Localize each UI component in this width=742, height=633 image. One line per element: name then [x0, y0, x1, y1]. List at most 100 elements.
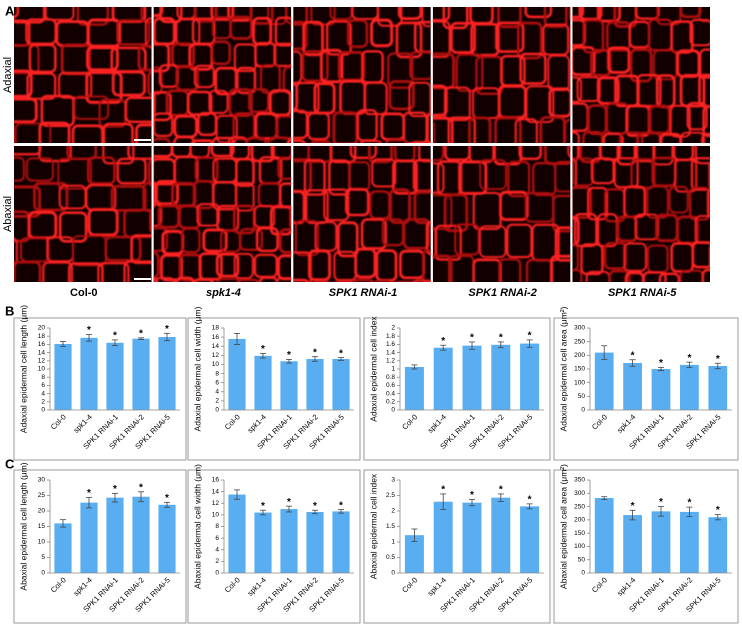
bar	[623, 515, 642, 573]
error-bar	[526, 503, 533, 510]
error-bar	[469, 341, 475, 350]
bar	[491, 497, 511, 573]
cell-wall	[543, 7, 568, 28]
y-tick-label: 8	[215, 370, 219, 377]
cell-wall	[723, 132, 742, 156]
cell-wall	[349, 146, 377, 159]
cell-wall	[499, 190, 529, 222]
bar	[280, 361, 298, 410]
cell-wall	[554, 160, 571, 193]
cell-wall	[680, 131, 705, 143]
significance-mark: *	[687, 498, 691, 509]
cell-wall	[603, 241, 628, 270]
cell-wall	[68, 262, 104, 282]
y-tick-label: 50	[578, 393, 586, 400]
y-tick-label: 10	[212, 361, 220, 368]
bar	[228, 494, 246, 573]
cell-wall	[572, 157, 578, 190]
cell-wall	[116, 157, 147, 185]
cell-wall	[409, 51, 431, 81]
error-bar	[260, 509, 266, 516]
error-bar	[234, 489, 240, 500]
cell-wall	[494, 116, 522, 143]
panel-label: C	[5, 456, 15, 471]
y-tick-label: 1.6	[386, 341, 395, 348]
significance-mark: *	[339, 348, 343, 359]
cell-wall	[371, 158, 397, 188]
significance-mark: *	[261, 501, 265, 512]
cell-wall	[14, 97, 38, 124]
significance-mark: *	[139, 482, 143, 493]
cell-wall	[426, 111, 431, 143]
cell-wall	[670, 20, 694, 54]
significance-mark: *	[165, 493, 169, 504]
y-tick-label: 18	[38, 333, 46, 340]
cell-wall	[104, 235, 142, 262]
bar	[680, 511, 699, 573]
cell-wall	[239, 227, 263, 251]
micrograph	[153, 146, 292, 282]
micrograph	[14, 146, 152, 282]
cell-wall	[153, 182, 156, 209]
bar	[54, 523, 72, 573]
cell-wall	[337, 221, 359, 258]
cell-wall	[374, 279, 393, 282]
y-tick-label: 250	[574, 503, 585, 510]
bar	[54, 343, 72, 410]
cell-wall	[421, 289, 443, 320]
cell-wall	[307, 112, 330, 141]
chart-frame	[187, 317, 361, 461]
error-bar	[60, 341, 66, 347]
cell-wall	[442, 7, 469, 30]
significance-mark: *	[631, 350, 635, 361]
cell-wall	[468, 116, 492, 143]
cell-wall	[572, 7, 585, 19]
micrograph	[14, 7, 152, 143]
cell-wall	[479, 159, 507, 191]
bar	[651, 369, 671, 410]
cell-wall	[255, 226, 279, 253]
cell-wall	[236, 278, 260, 282]
cell-wall	[33, 182, 69, 212]
y-tick-label: 4	[215, 546, 219, 553]
bar	[594, 498, 614, 573]
error-bar	[526, 339, 533, 348]
cell-wall	[293, 7, 309, 26]
y-tick-label: 0	[215, 407, 219, 414]
cell-wall	[438, 281, 458, 314]
error-bar	[286, 505, 292, 513]
cell-wall	[71, 124, 104, 143]
bar	[404, 535, 424, 573]
y-tick-label: 30	[38, 477, 46, 484]
cell-wall	[211, 40, 231, 66]
cell-wall	[319, 48, 344, 84]
cell-wall	[142, 181, 152, 213]
cell-wall	[432, 162, 445, 194]
cell-wall	[721, 107, 741, 138]
cell-wall	[498, 258, 522, 282]
genotype-label: Col-0	[70, 287, 98, 299]
cell-wall	[596, 76, 620, 105]
cell-wall	[724, 271, 742, 297]
y-tick-label: 200	[574, 517, 585, 524]
cell-wall	[25, 157, 54, 182]
y-tick-label: 14	[212, 343, 220, 350]
bar	[433, 501, 453, 573]
cell-wall	[572, 46, 596, 76]
chart-frame	[13, 469, 187, 624]
error-bar	[629, 359, 636, 367]
bar	[433, 347, 453, 410]
error-bar	[714, 362, 721, 370]
cell-wall	[208, 89, 229, 114]
genotype-label: spk1-4	[206, 287, 241, 299]
bar	[80, 337, 98, 410]
y-tick-label: 150	[574, 530, 585, 537]
cell-wall	[388, 80, 415, 111]
cell-wall	[273, 42, 292, 68]
cell-wall	[215, 252, 240, 278]
cell-wall	[346, 19, 369, 48]
cell-wall	[572, 146, 580, 162]
significance-mark: *	[499, 485, 503, 496]
y-tick-label: 20	[38, 508, 46, 515]
y-tick-label: 0.6	[386, 382, 395, 389]
